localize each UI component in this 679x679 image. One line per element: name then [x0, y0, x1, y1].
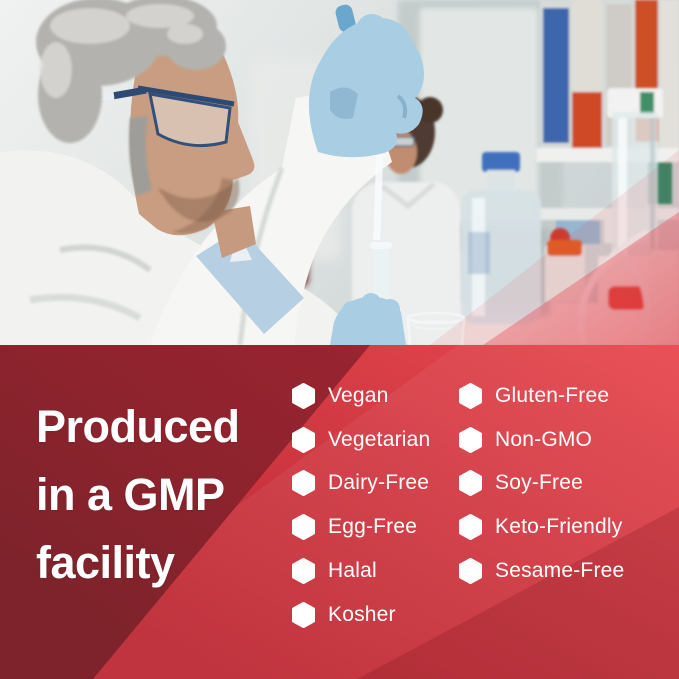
- hexagon-bullet-icon: [459, 426, 482, 453]
- badge-label: Gluten-Free: [495, 383, 610, 407]
- badge-label: Kosher: [328, 602, 396, 626]
- hexagon-bullet-icon: [459, 558, 482, 585]
- badge-item: Vegan: [292, 374, 430, 418]
- lab-photo: Senior scientist in safety glasses and b…: [0, 0, 679, 345]
- badge-label: Dairy-Free: [328, 471, 430, 495]
- badge-item: Gluten-Free: [459, 374, 624, 418]
- hexagon-bullet-icon: [292, 514, 315, 541]
- badge-item: Vegetarian: [292, 418, 430, 462]
- title-line-2: in a GMP: [36, 469, 225, 520]
- photo-red-overlay: [430, 150, 679, 345]
- badge-item: Dairy-Free: [292, 462, 430, 506]
- hexagon-bullet-icon: [292, 426, 315, 453]
- badge-label: Vegan: [328, 383, 389, 407]
- badge-list-left: Vegan Vegetarian Dairy-Free Egg-: [292, 374, 430, 637]
- title-line-1: Produced: [36, 401, 240, 452]
- badge-item: Egg-Free: [292, 505, 430, 549]
- badge-label: Halal: [328, 559, 377, 583]
- glass-bottle: [461, 152, 541, 324]
- badge-label: Sesame-Free: [495, 559, 625, 583]
- badge-list-right: Gluten-Free Non-GMO Soy-Free Ket: [459, 374, 624, 593]
- title-line-3: facility: [36, 537, 175, 588]
- badge-item: Halal: [292, 549, 430, 593]
- gloved-hands-pipette: [308, 4, 466, 345]
- badge-item: Sesame-Free: [459, 549, 624, 593]
- hexagon-bullet-icon: [459, 382, 482, 409]
- badge-label: Egg-Free: [328, 515, 418, 539]
- hexagon-bullet-icon: [292, 470, 315, 497]
- page-title: Produced in a GMP facility: [36, 393, 240, 597]
- badge-item: Keto-Friendly: [459, 505, 624, 549]
- hexagon-bullet-icon: [292, 382, 315, 409]
- badge-label: Non-GMO: [495, 427, 593, 451]
- scientist: [0, 0, 392, 345]
- badge-item: Kosher: [292, 593, 430, 637]
- lab-photo-illustration: Senior scientist in safety glasses and b…: [0, 0, 679, 345]
- hexagon-bullet-icon: [292, 601, 315, 628]
- badge-item: Non-GMO: [459, 418, 624, 462]
- badge-label: Keto-Friendly: [495, 515, 623, 539]
- badge-label: Soy-Free: [495, 471, 583, 495]
- badge-label: Vegetarian: [328, 427, 431, 451]
- red-info-panel: [0, 345, 679, 679]
- hexagon-bullet-icon: [459, 514, 482, 541]
- badge-item: Soy-Free: [459, 462, 624, 506]
- hexagon-bullet-icon: [292, 558, 315, 585]
- hexagon-bullet-icon: [459, 470, 482, 497]
